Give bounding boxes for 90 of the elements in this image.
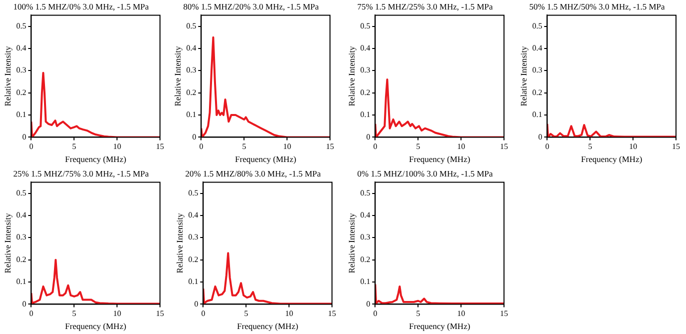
x-tick-label: 0 [373, 142, 378, 152]
y-tick-label: 0 [366, 299, 370, 308]
x-tick-label: 10 [457, 142, 466, 152]
y-tick-label: 0.3 [360, 66, 370, 75]
y-tick-label: 0.5 [532, 21, 542, 30]
x-axis-title: Frequency (MHz) [409, 321, 470, 332]
x-tick-label: 10 [113, 142, 122, 152]
y-tick-label: 0.5 [188, 188, 198, 198]
y-tick-label: 0 [192, 132, 196, 142]
y-tick-label: 0.4 [532, 44, 542, 53]
x-axis-title: Frequency (MHz) [581, 154, 642, 164]
y-axis-title: Relative Intensity [174, 212, 184, 274]
y-axis-title: Relative Intensity [518, 45, 528, 106]
y-tick-label: 0.3 [16, 66, 26, 75]
chart-title: 75% 1.5 MHZ/25% 3.0 MHz, -1.5 MPa [357, 1, 493, 12]
y-tick-label: 0.2 [186, 88, 196, 97]
x-tick-label: 5 [416, 309, 420, 318]
x-axis-title: Frequency (MHz) [237, 321, 298, 332]
x-tick-label: 5 [588, 142, 592, 152]
x-axis-title: Frequency (MHz) [235, 154, 296, 164]
x-tick-label: 10 [457, 309, 466, 318]
y-tick-label: 0.5 [360, 188, 370, 198]
x-tick-label: 5 [72, 142, 76, 152]
x-tick-label: 15 [156, 142, 164, 152]
x-tick-label: 15 [328, 309, 336, 318]
x-tick-label: 5 [242, 142, 246, 152]
y-tick-label: 0.1 [186, 110, 196, 120]
y-tick-label: 0.4 [360, 44, 370, 53]
chart-title: 80% 1.5 MHZ/20% 3.0 MHz, -1.5 MPa [183, 1, 319, 12]
x-tick-label: 5 [72, 309, 76, 318]
y-tick-label: 0.3 [360, 232, 370, 242]
y-tick-label: 0.4 [16, 210, 26, 220]
y-axis-title: Relative Intensity [2, 212, 12, 274]
x-tick-label: 5 [416, 142, 420, 152]
chart-title: 100% 1.5 MHZ/0% 3.0 MHz, -1.5 MPa [13, 1, 149, 12]
y-tick-label: 0 [22, 299, 26, 308]
y-tick-label: 0.4 [16, 44, 26, 53]
x-tick-label: 0 [201, 309, 206, 318]
x-tick-label: 0 [29, 309, 34, 318]
chart-title: 20% 1.5 MHZ/80% 3.0 MHz, -1.5 MPa [185, 168, 321, 178]
y-tick-label: 0.2 [360, 88, 370, 97]
y-tick-label: 0 [194, 299, 198, 308]
y-tick-label: 0.5 [186, 21, 196, 30]
chart-title: 0% 1.5 MHZ/100% 3.0 MHz, -1.5 MPa [357, 168, 493, 178]
y-tick-label: 0 [538, 132, 542, 142]
x-tick-label: 0 [545, 142, 550, 152]
y-tick-label: 0.2 [360, 254, 370, 264]
y-tick-label: 0.4 [360, 210, 370, 220]
y-tick-label: 0.2 [16, 88, 26, 97]
y-tick-label: 0.4 [186, 44, 196, 53]
chart-title: 50% 1.5 MHZ/50% 3.0 MHz, -1.5 MPa [529, 1, 665, 12]
y-tick-label: 0.2 [188, 254, 198, 264]
x-tick-label: 15 [500, 309, 508, 318]
y-tick-label: 0.3 [532, 66, 542, 75]
y-tick-label: 0.1 [360, 277, 370, 286]
x-tick-label: 0 [373, 309, 378, 318]
x-tick-label: 15 [156, 309, 164, 318]
y-tick-label: 0.1 [188, 277, 198, 286]
y-tick-label: 0 [22, 132, 26, 142]
x-axis-title: Frequency (MHz) [65, 154, 126, 164]
y-tick-label: 0.5 [16, 188, 26, 198]
y-tick-label: 0 [366, 132, 370, 142]
y-axis-title: Relative Intensity [346, 212, 356, 274]
x-axis-title: Frequency (MHz) [409, 154, 470, 164]
x-tick-label: 10 [113, 309, 122, 318]
x-tick-label: 0 [29, 142, 34, 152]
y-tick-label: 0.5 [360, 21, 370, 30]
y-tick-label: 0.3 [16, 232, 26, 242]
x-tick-label: 10 [629, 142, 638, 152]
y-axis-title: Relative Intensity [2, 45, 12, 106]
x-tick-label: 10 [285, 309, 294, 318]
y-tick-label: 0.2 [16, 254, 26, 264]
y-tick-label: 0.1 [16, 277, 26, 286]
chart-title: 25% 1.5 MHZ/75% 3.0 MHz, -1.5 MPa [13, 168, 149, 178]
x-tick-label: 15 [672, 142, 680, 152]
x-tick-label: 15 [326, 142, 334, 152]
x-tick-label: 10 [283, 142, 292, 152]
x-tick-label: 15 [500, 142, 508, 152]
y-axis-title: Relative Intensity [172, 45, 182, 106]
y-tick-label: 0.3 [188, 232, 198, 242]
y-tick-label: 0.1 [16, 110, 26, 120]
y-tick-label: 0.4 [188, 210, 198, 220]
y-tick-label: 0.1 [532, 110, 542, 120]
y-tick-label: 0.2 [532, 88, 542, 97]
y-tick-label: 0.1 [360, 110, 370, 120]
y-tick-label: 0.5 [16, 21, 26, 30]
x-tick-label: 5 [244, 309, 248, 318]
y-axis-title: Relative Intensity [346, 45, 356, 106]
x-axis-title: Frequency (MHz) [65, 321, 126, 332]
y-tick-label: 0.3 [186, 66, 196, 75]
